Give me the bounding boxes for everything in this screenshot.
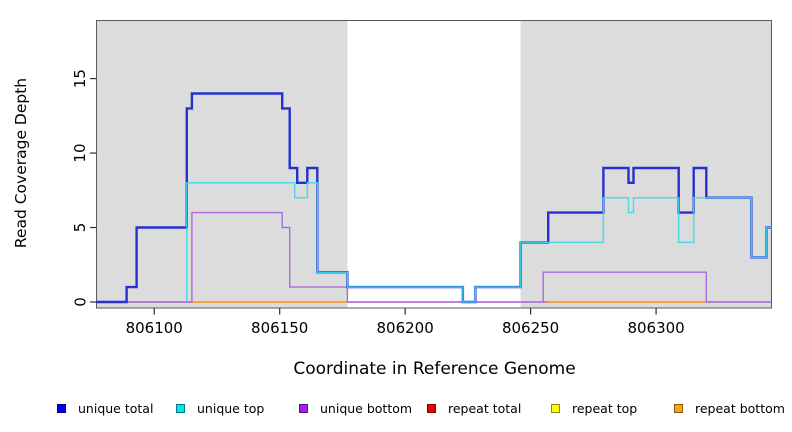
coverage-chart: 806100 806150 806200 806250 806300 0 5 10 15 xyxy=(71,20,772,337)
legend-label: repeat bottom xyxy=(695,401,785,416)
legend-item-repeat-bottom: repeat bottom xyxy=(674,401,785,416)
y-tick-label: 10 xyxy=(71,144,89,163)
legend-swatch-repeat-top xyxy=(551,404,560,413)
shaded-region xyxy=(96,21,348,308)
legend-label: repeat top xyxy=(572,401,638,416)
x-tick-label: 806300 xyxy=(627,319,684,337)
legend-swatch-repeat-bottom xyxy=(674,404,683,413)
y-axis-title: Read Coverage Depth xyxy=(12,77,30,249)
x-tick-label: 806100 xyxy=(126,319,183,337)
legend-item-unique-bottom: unique bottom xyxy=(299,401,412,416)
legend-swatch-unique-bottom xyxy=(299,404,308,413)
legend-swatch-unique-top xyxy=(176,404,185,413)
x-tick-label: 806250 xyxy=(502,319,559,337)
y-tick-label: 15 xyxy=(71,69,89,88)
y-tick-label: 0 xyxy=(71,297,89,307)
legend-item-repeat-total: repeat total xyxy=(427,401,521,416)
legend-label: repeat total xyxy=(448,401,522,416)
legend-label: unique bottom xyxy=(320,401,413,416)
x-axis-title: Coordinate in Reference Genome xyxy=(293,359,576,379)
series-unique-top xyxy=(186,182,772,303)
x-tick-label: 806150 xyxy=(251,319,308,337)
y-tick-label: 5 xyxy=(71,223,89,233)
legend-swatch-unique-total xyxy=(57,404,66,413)
series-unique-bottom xyxy=(96,211,772,303)
legend-item-repeat-top: repeat top xyxy=(551,401,637,416)
x-tick-label: 806200 xyxy=(377,319,434,337)
legend-swatch-repeat-total xyxy=(427,404,436,413)
plot-box xyxy=(96,20,772,309)
shaded-region xyxy=(520,21,772,308)
legend-label: unique top xyxy=(197,401,265,416)
legend-item-unique-total: unique total xyxy=(57,401,153,416)
legend-label: unique total xyxy=(78,401,154,416)
legend-item-unique-top: unique top xyxy=(176,401,264,416)
